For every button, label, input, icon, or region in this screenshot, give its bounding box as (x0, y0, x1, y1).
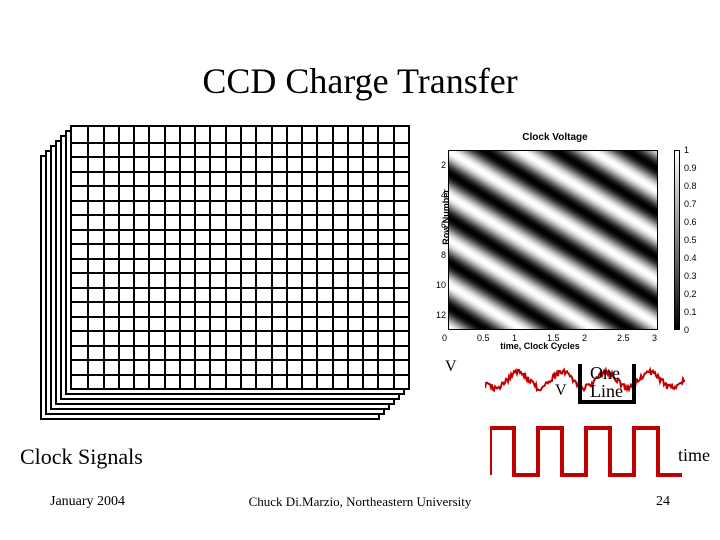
v-label-2: V (555, 382, 567, 400)
footer-attribution: Chuck Di.Marzio, Northeastern University (0, 494, 720, 510)
clock-signals-label: Clock Signals (20, 444, 143, 470)
square-wave-icon (490, 420, 690, 480)
heatmap-title: Clock Voltage (430, 132, 680, 143)
heatmap-canvas (448, 150, 658, 330)
v-label-1: V (445, 358, 457, 376)
time-label: time (678, 445, 710, 466)
page-title: CCD Charge Transfer (0, 60, 720, 102)
ccd-grid-stack (40, 125, 410, 415)
one-line-label: OneLine (590, 364, 623, 400)
footer-page-number: 24 (656, 494, 670, 510)
colorbar (674, 150, 680, 330)
clock-voltage-heatmap: Clock Voltage Row Number time, Clock Cyc… (430, 132, 680, 347)
